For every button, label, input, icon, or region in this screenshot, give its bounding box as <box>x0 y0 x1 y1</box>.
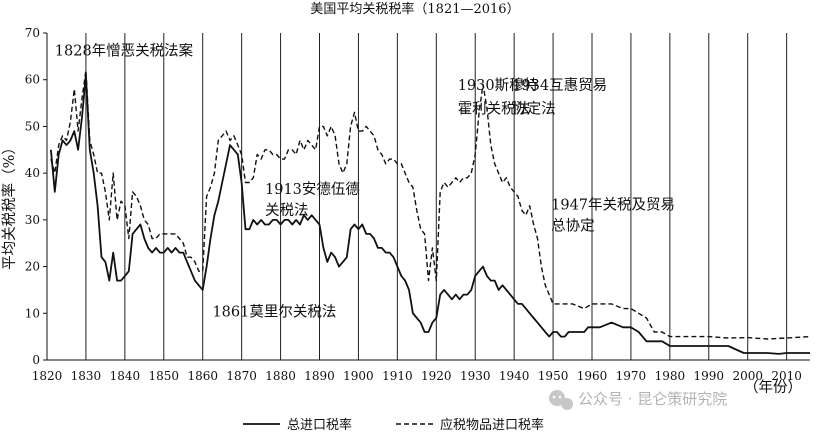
x-axis-label: （年份） <box>744 379 802 396</box>
x-tick-1890: 1890 <box>304 369 335 383</box>
x-tick-1840: 1840 <box>110 369 141 383</box>
annotation-8: 总协定 <box>551 218 595 235</box>
x-tick-1970: 1970 <box>616 369 647 383</box>
y-tick-30: 30 <box>25 213 40 227</box>
x-tick-1910: 1910 <box>382 369 413 383</box>
x-tick-1860: 1860 <box>187 369 218 383</box>
vertical-gridlines <box>85 33 788 360</box>
annotation-3: 1934互惠贸易 <box>512 77 607 94</box>
annotation-0: 1828年憎恶关税法案 <box>55 41 194 59</box>
legend-label-dutiable: 应税物品进口税率 <box>440 417 544 430</box>
watermark: 公众号 · 昆仑策研究院 <box>549 390 727 410</box>
y-tick-60: 60 <box>25 73 40 87</box>
x-tick-1940: 1940 <box>499 369 530 383</box>
annotation-6: 关税法 <box>265 202 309 219</box>
annotation-4: 协定法 <box>512 100 556 117</box>
x-tick-labels: 1820 1830 1840 1850 1860 1870 1880 1890 1900 1910… <box>32 369 802 383</box>
x-tick-2000: 2000 <box>732 369 763 383</box>
y-tick-70: 70 <box>25 26 40 40</box>
x-tick-1830: 1830 <box>71 369 102 383</box>
series-lines <box>50 69 811 355</box>
x-tick-1920: 1920 <box>421 369 452 383</box>
series-total-import-rate <box>50 74 810 355</box>
annotation-1: 1930斯穆特 <box>458 77 538 94</box>
legend: 总进口税率 应税物品进口税率 <box>243 417 544 433</box>
x-tick-1960: 1960 <box>577 369 608 383</box>
x-tick-1950: 1950 <box>538 369 569 383</box>
annotation-5: 1913安德伍德 <box>265 181 360 198</box>
y-tick-10: 10 <box>25 306 40 320</box>
x-tick-1820: 1820 <box>32 369 63 383</box>
series-dutiable-import-rate <box>50 69 811 340</box>
y-tick-20: 20 <box>25 260 40 274</box>
chart-title: 美国平均关税税率（1821—2016） <box>310 1 519 17</box>
y-tick-labels: 0 10 20 30 40 50 60 70 <box>25 26 47 367</box>
y-axis-label: 平均关税税率（%） <box>1 140 18 270</box>
y-tick-40: 40 <box>25 166 40 180</box>
x-tick-1850: 1850 <box>149 369 180 383</box>
watermark-text: 公众号 · 昆仑策研究院 <box>578 390 727 408</box>
x-tick-1880: 1880 <box>265 369 296 383</box>
y-tick-50: 50 <box>25 119 40 133</box>
x-tick-1900: 1900 <box>343 369 374 383</box>
x-tick-1870: 1870 <box>226 369 257 383</box>
x-tick-1990: 1990 <box>694 369 725 383</box>
annotation-9: 1861莫里尔关税法 <box>212 304 336 321</box>
annotation-2: 霍利关税法 <box>458 100 530 117</box>
x-tick-1930: 1930 <box>460 369 491 383</box>
x-tick-1980: 1980 <box>655 369 686 383</box>
annotation-7: 1947年关税及贸易 <box>551 197 675 214</box>
legend-label-total: 总进口税率 <box>287 417 352 430</box>
axes <box>46 33 810 361</box>
y-tick-0: 0 <box>32 353 40 367</box>
wechat-icon <box>549 390 573 410</box>
x-tick-2010: 2010 <box>771 369 802 383</box>
